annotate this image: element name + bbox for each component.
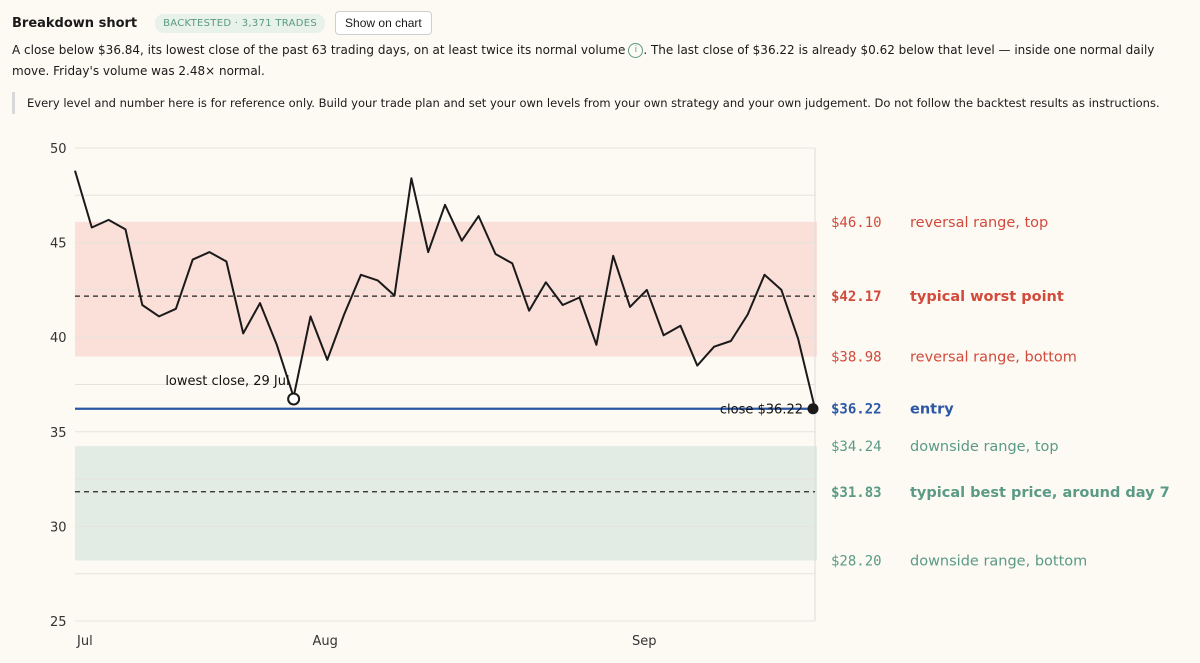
level-price-label: $31.83 <box>831 485 882 501</box>
y-tick-label: 50 <box>50 142 67 157</box>
y-tick-label: 25 <box>50 615 67 630</box>
downside-range-band <box>75 446 817 561</box>
level-price-label: $42.17 <box>831 289 882 305</box>
price-line <box>74 170 816 409</box>
level-description-label: entry <box>910 402 954 418</box>
level-price-label: $38.98 <box>831 349 882 365</box>
lowest-close-label: lowest close, 29 Jul <box>165 374 289 389</box>
header: Breakdown short BACKTESTED · 3,371 TRADE… <box>12 10 432 36</box>
x-tick-label: Sep <box>632 634 657 649</box>
show-on-chart-button[interactable]: Show on chart <box>335 11 432 35</box>
level-price-label: $36.22 <box>831 402 882 418</box>
y-tick-label: 30 <box>50 520 67 535</box>
level-description-label: reversal range, bottom <box>910 349 1077 365</box>
x-tick-label: Jul <box>76 634 93 649</box>
reversal-range-band <box>75 221 817 357</box>
backtested-badge: BACKTESTED · 3,371 TRADES <box>155 13 326 33</box>
y-tick-label: 45 <box>50 237 67 252</box>
page-title: Breakdown short <box>12 15 138 31</box>
disclaimer-note: Every level and number here is for refer… <box>12 92 1197 114</box>
last-close-label: close $36.22 <box>720 403 803 418</box>
info-icon[interactable]: i <box>628 43 644 58</box>
y-tick-label: 40 <box>50 331 67 346</box>
description-text-2: . The last close of $36.22 is already $0… <box>12 43 1155 78</box>
lowest-close-marker <box>287 392 301 406</box>
level-description-label: reversal range, top <box>910 215 1048 231</box>
level-description-label: typical worst point <box>910 289 1064 305</box>
level-description-label: downside range, bottom <box>910 553 1087 569</box>
x-tick-label: Aug <box>312 634 337 649</box>
description-text-1: A close below $36.84, its lowest close o… <box>12 43 626 57</box>
level-description-label: typical best price, around day 7 <box>910 485 1170 501</box>
y-tick-label: 35 <box>50 426 67 441</box>
level-description-label: downside range, top <box>910 439 1059 455</box>
level-price-label: $34.24 <box>831 439 882 455</box>
level-price-label: $46.10 <box>831 215 882 231</box>
last-close-marker <box>807 403 819 415</box>
level-price-label: $28.20 <box>831 553 882 569</box>
setup-description: A close below $36.84, its lowest close o… <box>12 40 1192 82</box>
